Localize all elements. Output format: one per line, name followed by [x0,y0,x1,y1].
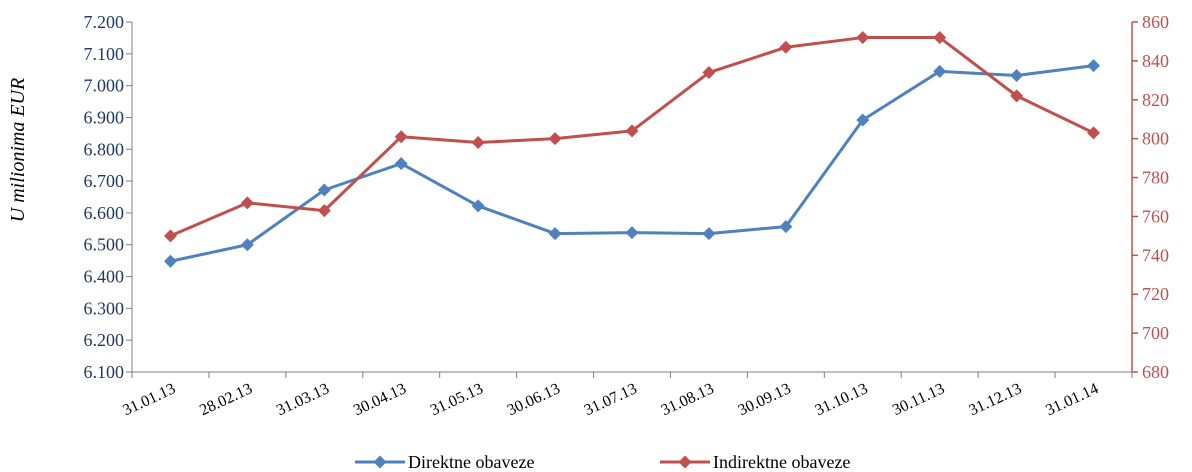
series-2-point [240,196,254,210]
left-axis-ticks: 6.100 6.200 6.300 6.400 6.500 6.600 6.700 6.800… [84,12,132,382]
left-tick-label: 6.900 [84,107,125,127]
series-1-point [1010,68,1024,82]
series-1-point [394,157,408,171]
left-tick-label: 7.200 [84,12,125,32]
right-tick-label: 700 [1142,323,1169,343]
x-tick-label: 30.09.13 [736,380,794,419]
right-tick-label: 820 [1142,90,1169,110]
left-tick-label: 6.200 [84,330,125,350]
left-tick-label: 6.700 [84,171,125,191]
left-tick-label: 7.000 [84,76,125,96]
series-1-point [163,254,177,268]
series-1-point [625,226,639,240]
series-1-point [933,64,947,78]
series-2-point [702,66,716,80]
right-tick-label: 800 [1142,129,1169,149]
series-1-point [317,183,331,197]
x-tick-label: 31.01.13 [120,380,178,419]
right-tick-label: 740 [1142,245,1169,265]
series-2-point [317,204,331,218]
series-2-point [394,130,408,144]
series-1-point [779,220,793,234]
legend-label-2: Indirektne obaveze [713,452,850,472]
series-2-point [933,31,947,45]
left-tick-label: 6.500 [84,235,125,255]
x-tick-label: 31.03.13 [274,380,332,419]
series-2-point [625,124,639,138]
x-axis-ticks: 31.01.13 28.02.13 31.03.13 30.04.13 31.05.13… [120,372,1133,419]
right-tick-label: 840 [1142,51,1169,71]
x-tick-label: 31.01.14 [1043,380,1101,419]
series-2-point [1010,89,1024,103]
legend-marker-1 [373,455,387,469]
right-tick-label: 780 [1142,168,1169,188]
y-axis-label: U milionima EUR [7,78,29,222]
legend-label-1: Direktne obaveze [408,452,534,472]
x-tick-label: 31.07.13 [582,380,640,419]
right-tick-label: 680 [1142,362,1169,382]
x-tick-label: 30.06.13 [505,380,563,419]
left-tick-label: 6.800 [84,139,125,159]
series-2-point [779,40,793,54]
series-1-point [548,227,562,241]
series-2-point [163,229,177,243]
x-tick-label: 31.08.13 [659,380,717,419]
series-2-point [548,132,562,146]
right-axis-ticks: 680 700 720 740 760 780 800 820 840 860 [1132,12,1169,382]
x-tick-label: 31.10.13 [813,380,871,419]
series-1-point [240,238,254,252]
series-1-point [856,113,870,127]
x-tick-label: 30.11.13 [890,380,947,419]
series-2-point [471,136,485,150]
left-tick-label: 6.600 [84,203,125,223]
series-1-point [1087,59,1101,73]
right-tick-label: 760 [1142,206,1169,226]
series-layer [163,31,1101,268]
right-tick-label: 720 [1142,284,1169,304]
x-tick-label: 30.04.13 [351,380,409,419]
left-tick-label: 6.400 [84,267,125,287]
series-1-point [702,227,716,241]
legend: Direktne obaveze Indirektne obaveze [355,452,850,472]
series-1-point [471,199,485,213]
x-tick-label: 31.12.13 [966,380,1024,419]
right-tick-label: 860 [1142,12,1169,32]
legend-marker-2 [678,455,692,469]
left-tick-label: 6.300 [84,298,125,318]
x-tick-label: 31.05.13 [428,380,486,419]
x-tick-label: 28.02.13 [197,380,255,419]
left-tick-label: 7.100 [84,44,125,64]
left-tick-label: 6.100 [84,362,125,382]
series-2-point [1087,126,1101,140]
series-2-point [856,31,870,45]
